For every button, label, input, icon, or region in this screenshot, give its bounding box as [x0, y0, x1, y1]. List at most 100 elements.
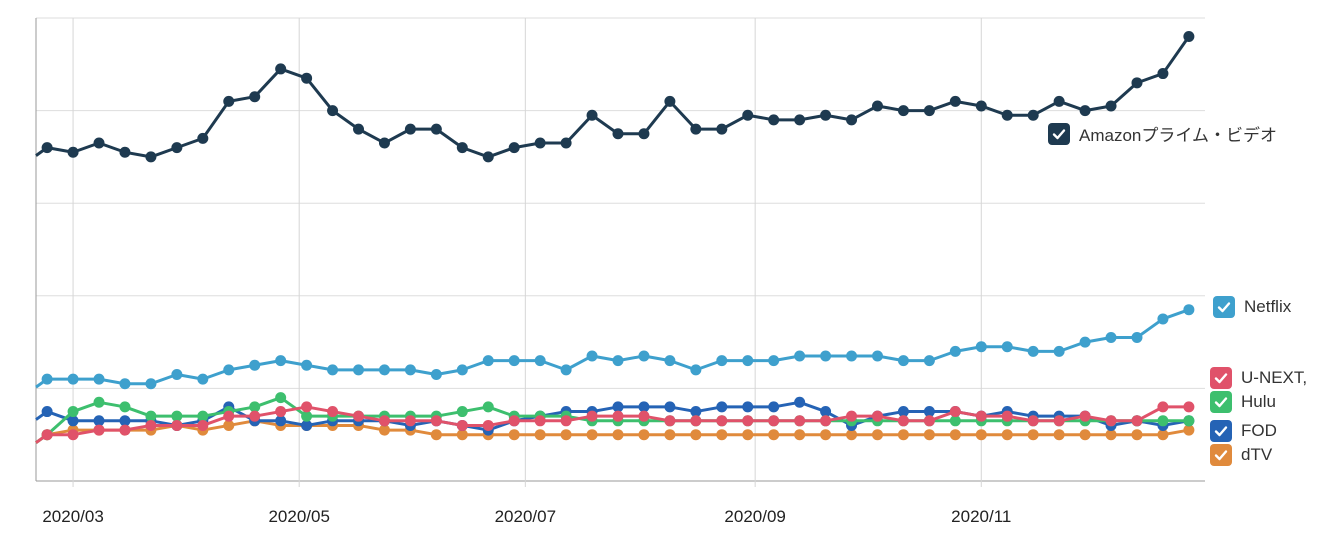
- data-point[interactable]: [93, 373, 105, 385]
- checkbox-icon[interactable]: [1210, 367, 1232, 389]
- data-point[interactable]: [716, 401, 728, 413]
- data-point[interactable]: [171, 419, 183, 431]
- data-point[interactable]: [923, 355, 935, 367]
- data-point[interactable]: [353, 123, 365, 135]
- data-point[interactable]: [430, 369, 442, 381]
- data-point[interactable]: [871, 100, 883, 112]
- data-point[interactable]: [1105, 429, 1117, 441]
- data-point[interactable]: [275, 406, 287, 418]
- data-point[interactable]: [846, 410, 858, 422]
- data-point[interactable]: [275, 355, 287, 367]
- data-point[interactable]: [612, 355, 624, 367]
- data-point[interactable]: [171, 410, 183, 422]
- data-point[interactable]: [67, 429, 79, 441]
- data-point[interactable]: [1157, 313, 1169, 325]
- data-point[interactable]: [1053, 95, 1065, 107]
- data-point[interactable]: [41, 142, 53, 154]
- data-point[interactable]: [716, 429, 728, 441]
- data-point[interactable]: [430, 123, 442, 135]
- data-point[interactable]: [534, 415, 546, 427]
- data-point[interactable]: [1079, 429, 1091, 441]
- data-point[interactable]: [1131, 77, 1143, 89]
- data-point[interactable]: [171, 369, 183, 381]
- data-point[interactable]: [664, 429, 676, 441]
- data-point[interactable]: [145, 419, 157, 431]
- data-point[interactable]: [119, 146, 131, 158]
- data-point[interactable]: [1157, 429, 1169, 441]
- data-point[interactable]: [430, 415, 442, 427]
- data-point[interactable]: [301, 419, 313, 431]
- data-point[interactable]: [897, 429, 909, 441]
- data-point[interactable]: [923, 406, 935, 418]
- data-point[interactable]: [716, 123, 728, 135]
- data-point[interactable]: [820, 406, 832, 418]
- data-point[interactable]: [378, 424, 390, 436]
- data-point[interactable]: [223, 410, 235, 422]
- data-point[interactable]: [249, 359, 261, 371]
- data-point[interactable]: [249, 401, 261, 413]
- data-point[interactable]: [145, 378, 157, 390]
- checkbox-icon[interactable]: [1213, 296, 1235, 318]
- data-point[interactable]: [664, 401, 676, 413]
- data-point[interactable]: [456, 419, 468, 431]
- checkbox-icon[interactable]: [1210, 444, 1232, 466]
- data-point[interactable]: [664, 95, 676, 107]
- data-point[interactable]: [1053, 429, 1065, 441]
- data-point[interactable]: [664, 415, 676, 427]
- data-point[interactable]: [1027, 109, 1039, 121]
- data-point[interactable]: [716, 355, 728, 367]
- data-point[interactable]: [1183, 415, 1195, 427]
- data-point[interactable]: [820, 109, 832, 121]
- checkbox-icon[interactable]: [1210, 391, 1232, 413]
- data-point[interactable]: [378, 137, 390, 149]
- data-point[interactable]: [560, 429, 572, 441]
- data-point[interactable]: [67, 146, 79, 158]
- data-point[interactable]: [456, 364, 468, 376]
- data-point[interactable]: [794, 429, 806, 441]
- data-point[interactable]: [301, 72, 313, 84]
- data-point[interactable]: [871, 429, 883, 441]
- legend-item[interactable]: Netflix: [1213, 296, 1291, 318]
- data-point[interactable]: [327, 406, 339, 418]
- data-point[interactable]: [949, 415, 961, 427]
- data-point[interactable]: [560, 364, 572, 376]
- data-point[interactable]: [846, 114, 858, 126]
- data-point[interactable]: [794, 415, 806, 427]
- data-point[interactable]: [742, 415, 754, 427]
- data-point[interactable]: [1079, 336, 1091, 348]
- data-point[interactable]: [508, 415, 520, 427]
- data-point[interactable]: [1183, 31, 1195, 43]
- data-point[interactable]: [949, 345, 961, 357]
- data-point[interactable]: [1001, 410, 1013, 422]
- data-point[interactable]: [1053, 345, 1065, 357]
- data-point[interactable]: [197, 132, 209, 144]
- data-point[interactable]: [378, 415, 390, 427]
- data-point[interactable]: [508, 142, 520, 154]
- data-point[interactable]: [275, 392, 287, 404]
- data-point[interactable]: [119, 424, 131, 436]
- data-point[interactable]: [67, 406, 79, 418]
- data-point[interactable]: [353, 364, 365, 376]
- data-point[interactable]: [404, 415, 416, 427]
- data-point[interactable]: [975, 100, 987, 112]
- data-point[interactable]: [249, 410, 261, 422]
- data-point[interactable]: [404, 364, 416, 376]
- data-point[interactable]: [638, 401, 650, 413]
- data-point[interactable]: [923, 105, 935, 117]
- data-point[interactable]: [690, 123, 702, 135]
- data-point[interactable]: [197, 419, 209, 431]
- legend-item[interactable]: dTV: [1210, 444, 1272, 466]
- data-point[interactable]: [612, 128, 624, 140]
- data-point[interactable]: [638, 128, 650, 140]
- data-point[interactable]: [949, 95, 961, 107]
- data-point[interactable]: [93, 396, 105, 408]
- data-point[interactable]: [612, 410, 624, 422]
- data-point[interactable]: [846, 350, 858, 362]
- data-point[interactable]: [1001, 429, 1013, 441]
- data-point[interactable]: [664, 355, 676, 367]
- data-point[interactable]: [794, 350, 806, 362]
- data-point[interactable]: [820, 415, 832, 427]
- data-point[interactable]: [742, 429, 754, 441]
- data-point[interactable]: [275, 415, 287, 427]
- data-point[interactable]: [897, 415, 909, 427]
